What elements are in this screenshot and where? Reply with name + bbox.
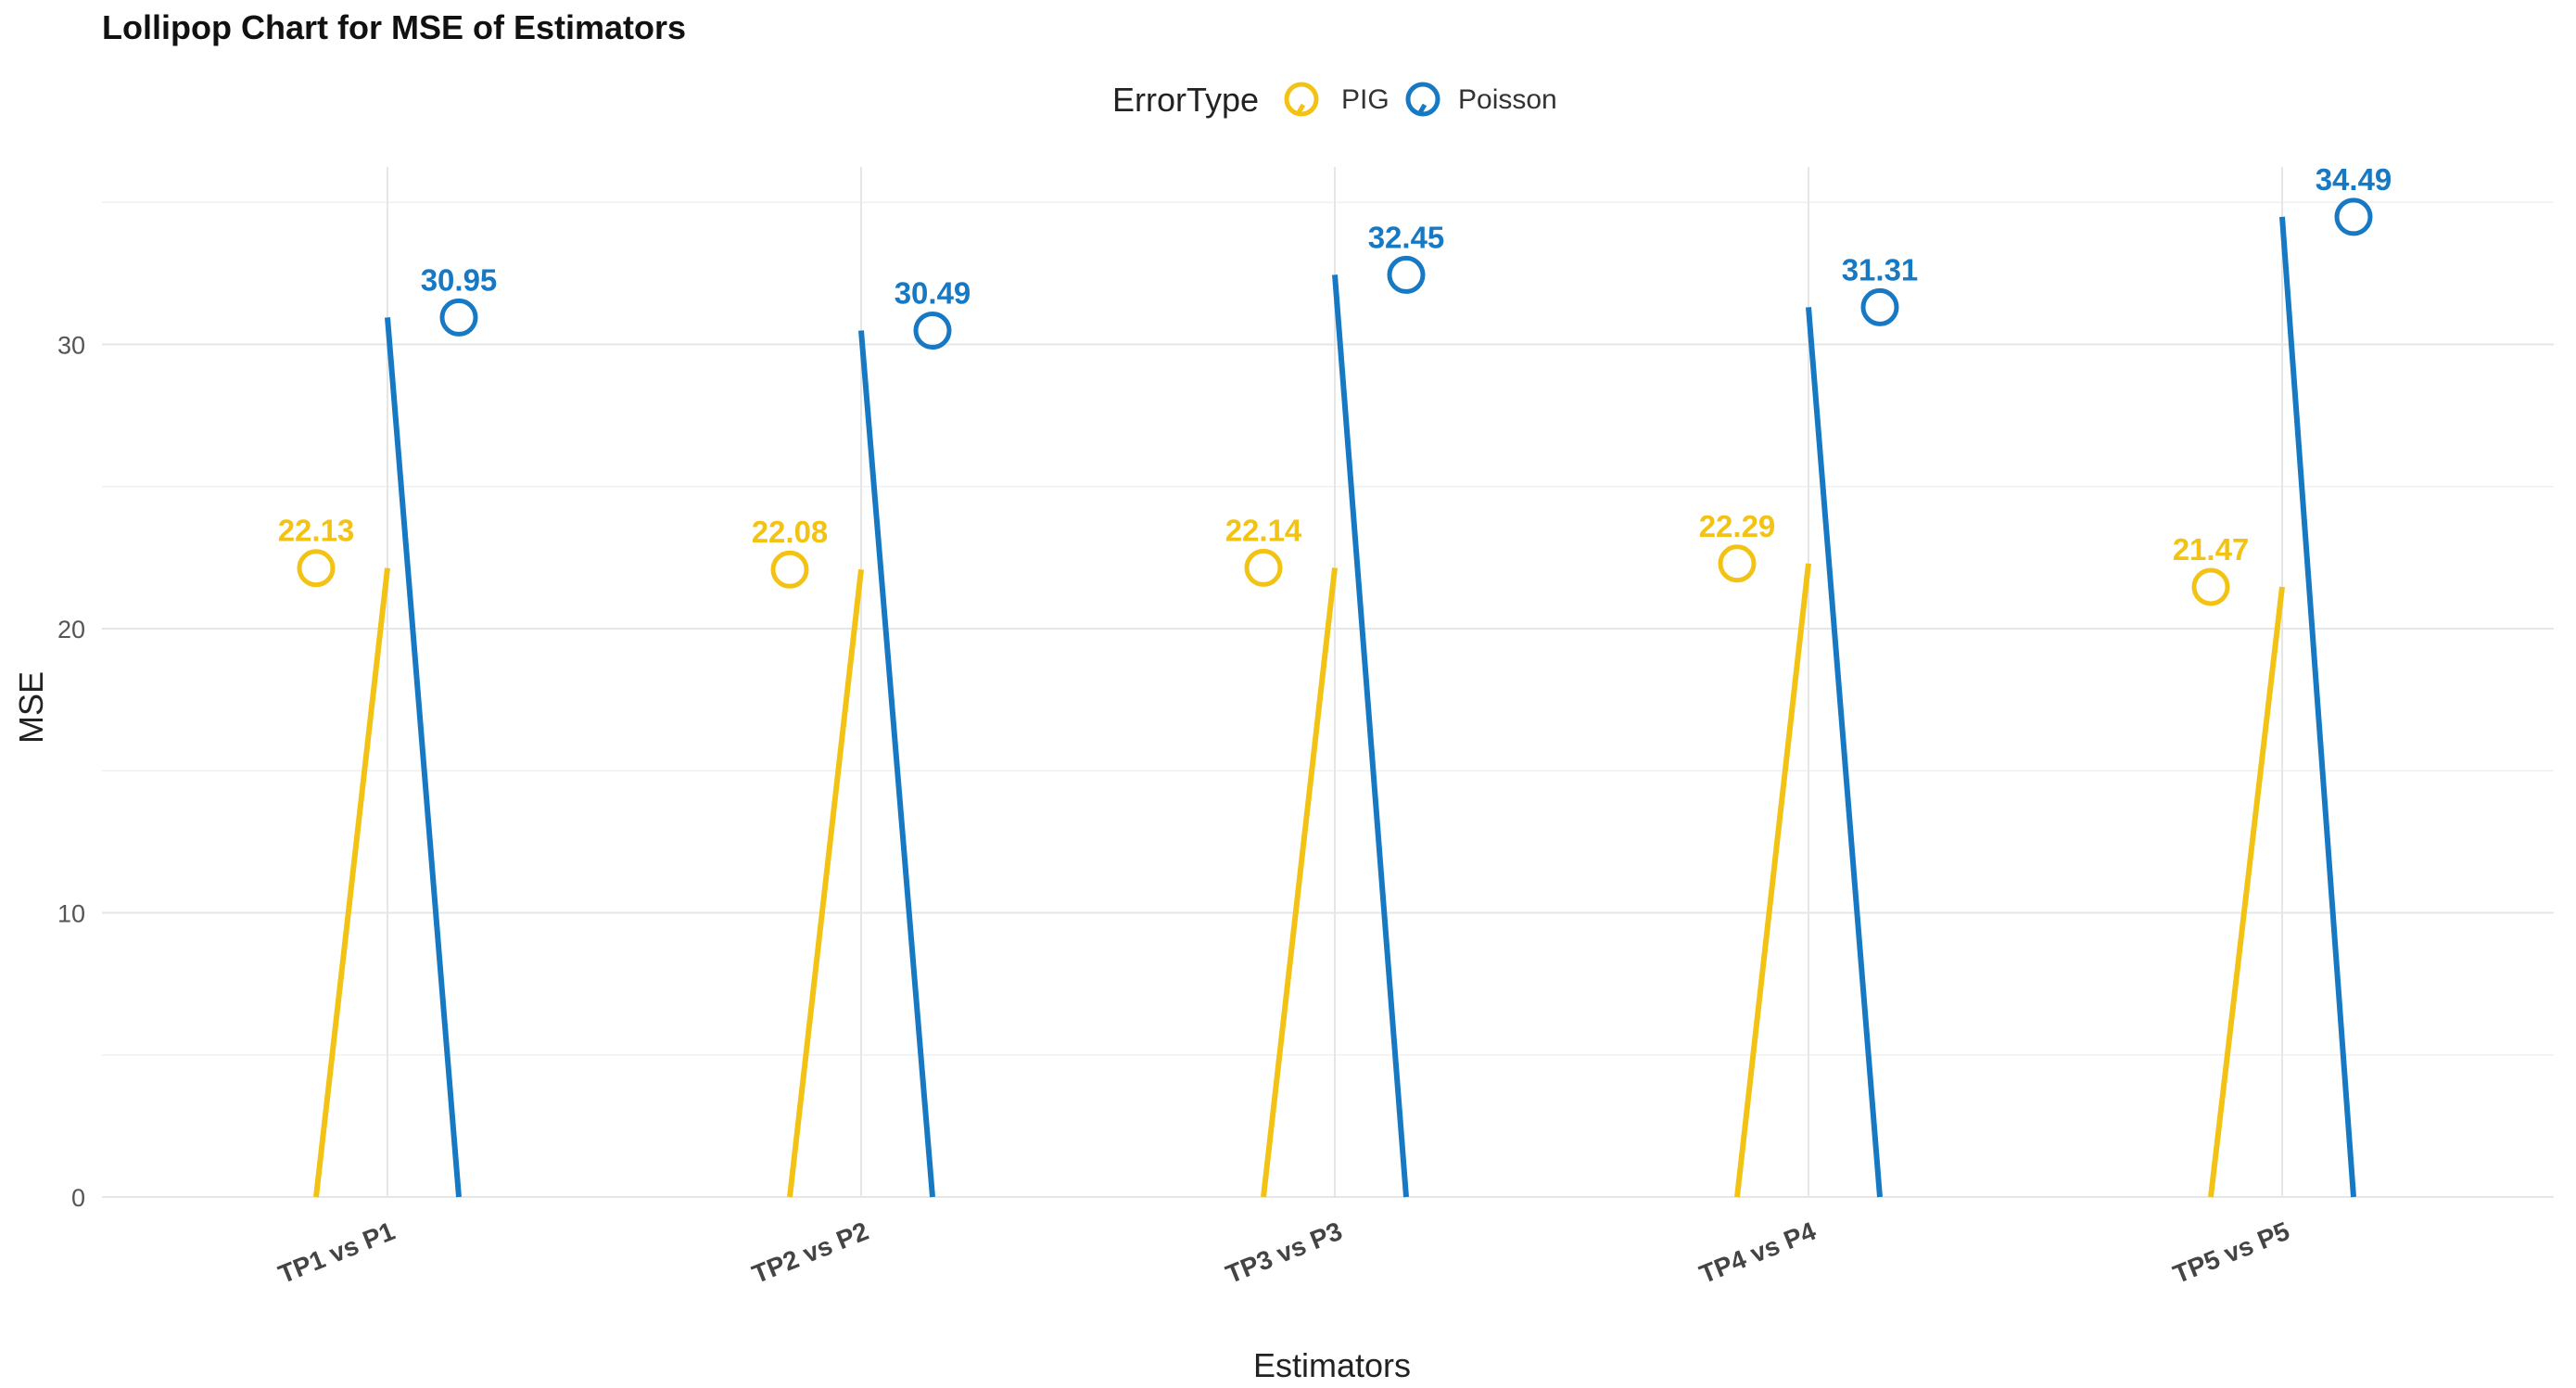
x-tick-label: TP4 vs P4: [1695, 1216, 1821, 1289]
x-tick-label: TP1 vs P1: [274, 1216, 399, 1289]
data-label: 22.29: [1699, 509, 1776, 543]
y-axis-title: MSE: [12, 671, 50, 744]
lollipop-point: [770, 550, 809, 589]
chart-marks: 22.13 22.08 22.14 22.29 21.47 30.95 30.49 32.45…: [278, 162, 2392, 1198]
data-label: 21.47: [2173, 532, 2250, 567]
y-axis-ticks: 0 10 20 30: [57, 332, 85, 1213]
lollipop-point: [2334, 197, 2373, 236]
data-label: 22.08: [752, 515, 829, 549]
series-pig: 22.13 22.08 22.14 22.29 21.47: [278, 509, 2285, 1198]
data-label: 22.14: [1225, 513, 1302, 547]
lollipop-stem: [2279, 216, 2356, 1198]
data-label: 30.49: [895, 275, 971, 310]
lollipop-stem: [1261, 567, 1338, 1198]
legend-key: [1405, 82, 1440, 117]
legend-entry-poisson: Poisson: [1405, 82, 1557, 117]
lollipop-stem: [1806, 307, 1883, 1198]
legend-title: ErrorType: [1112, 81, 1259, 119]
legend: ErrorType PIG Poisson: [1112, 81, 1557, 119]
lollipop-point: [1860, 287, 1899, 326]
lollipop-point: [1387, 255, 1426, 294]
lollipop-stem: [313, 567, 390, 1198]
x-tick-label: TP3 vs P3: [1222, 1216, 1346, 1289]
lollipop-stem: [385, 317, 462, 1198]
x-tick-label: TP5 vs P5: [2169, 1216, 2293, 1289]
data-label: 30.95: [421, 262, 498, 297]
x-axis-title: Estimators: [1253, 1346, 1411, 1384]
data-label: 34.49: [2316, 162, 2392, 197]
data-label: 32.45: [1368, 220, 1445, 254]
y-tick-label: 30: [57, 332, 85, 360]
lollipop-point: [297, 549, 336, 588]
data-label: 31.31: [1842, 252, 1919, 287]
lollipop-point: [2191, 567, 2230, 606]
lollipop-stem: [787, 568, 864, 1198]
x-axis-ticks: TP1 vs P1 TP2 vs P2 TP3 vs P3 TP4 vs P4 TP5 …: [274, 1216, 2293, 1289]
series-poisson: 30.95 30.49 32.45 31.31 34.49: [385, 162, 2392, 1198]
lollipop-point: [913, 311, 952, 350]
lollipop-point: [1718, 544, 1757, 583]
legend-label: PIG: [1341, 84, 1390, 115]
lollipop-stem: [1332, 274, 1409, 1198]
legend-key: [1284, 82, 1319, 117]
legend-key-stem: [1416, 103, 1428, 116]
y-tick-label: 10: [57, 900, 85, 928]
legend-label: Poisson: [1458, 84, 1557, 115]
lollipop-stem: [2208, 586, 2285, 1198]
y-tick-label: 0: [71, 1184, 85, 1212]
chart-title: Lollipop Chart for MSE of Estimators: [102, 8, 686, 46]
y-tick-label: 20: [57, 616, 85, 643]
legend-key-stem: [1295, 103, 1306, 116]
grid-layer: [102, 167, 2554, 1198]
legend-entry-pig: PIG: [1284, 82, 1390, 117]
lollipop-stem: [858, 330, 935, 1198]
lollipop-point: [439, 298, 478, 337]
lollipop-stem: [1734, 563, 1811, 1198]
data-label: 22.13: [278, 514, 355, 548]
x-tick-label: TP2 vs P2: [748, 1216, 872, 1289]
lollipop-point: [1244, 548, 1283, 587]
